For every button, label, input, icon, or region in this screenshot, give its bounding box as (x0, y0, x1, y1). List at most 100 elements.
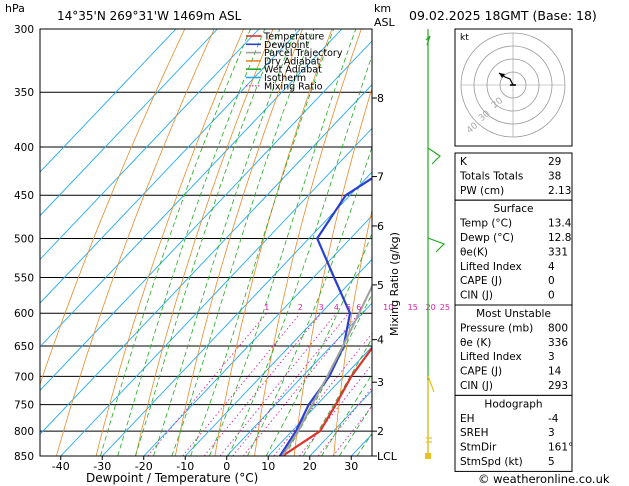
mixing-ratio-label: 6 (356, 303, 361, 312)
pressure-tick-label: 300 (14, 24, 34, 36)
km-unit-label: km (374, 2, 391, 15)
mixing-ratio-label: 15 (408, 303, 418, 312)
isotherm-line (267, 346, 372, 456)
table-row-label: CIN (J) (460, 290, 493, 302)
series-temperature (281, 346, 372, 456)
x-tick-label: -30 (93, 460, 111, 473)
isotherm-line (40, 40, 372, 392)
x-axis-title: Dewpoint / Temperature (°C) (86, 471, 258, 485)
table-row-value: 14 (548, 366, 562, 378)
wind-barb-700 (427, 375, 435, 393)
wet-adiabat-line (209, 29, 357, 456)
wind-barb-500 (427, 237, 446, 253)
table-row-value: -4 (548, 413, 559, 425)
legend-label: Dewpoint (264, 40, 309, 51)
wet-adiabat-line (135, 29, 281, 456)
wet-adiabat-line (190, 29, 334, 456)
wind-profile (425, 29, 446, 459)
legend-label: Dry Adiabat (264, 56, 321, 67)
table-row-label: EH (460, 413, 475, 425)
pressure-tick-label: 350 (14, 87, 34, 99)
table-row-value: 38 (548, 170, 561, 182)
dry-adiabat-line (174, 29, 303, 456)
x-tick-label: 20 (303, 460, 317, 473)
table-row-value: 3 (548, 351, 555, 363)
isotherm-line (184, 258, 372, 456)
wind-surface-marker (425, 453, 431, 459)
table-row-label: CAPE (J) (460, 275, 502, 287)
table-row-label: StmSpd (kt) (460, 456, 523, 468)
dry-adiabat-line (214, 29, 333, 456)
table-row-value: 293 (548, 380, 568, 392)
pressure-tick-label: 550 (14, 273, 34, 285)
pressure-tick-label: 600 (14, 308, 34, 320)
plot-frame (39, 28, 373, 457)
table-row-label: K (460, 156, 468, 168)
table-section-title: Surface (493, 203, 533, 215)
mixing-ratio-label: 4 (334, 303, 339, 312)
wind-barb-top (425, 35, 431, 46)
mixing-ratio-label: 10 (383, 303, 393, 312)
legend-label: Parcel Trajectory (264, 48, 343, 59)
table-row-value: 800 (548, 322, 568, 334)
table-row-value: 3 (548, 427, 555, 439)
table-row-label: Dewp (°C) (460, 232, 514, 244)
km-tick-label: 5 (377, 279, 384, 292)
mixing-ratio-label: 3 (319, 303, 324, 312)
hpa-unit-label: hPa (5, 2, 25, 15)
legend-label: Wet Adiabat (264, 65, 322, 76)
mixing-ratio-label: 20 (426, 303, 436, 312)
mixing-ratio-line (219, 312, 337, 456)
km-tick-label: 3 (377, 376, 384, 389)
dry-adiabat-line (40, 29, 186, 386)
table-row-label: Lifted Index (460, 261, 522, 273)
isotherm-line (40, 84, 372, 435)
copyright-label: © weatheronline.co.uk (478, 472, 610, 486)
wet-adiabat-line (100, 29, 251, 456)
mixing-ratio-axis-title: Mixing Ratio (g/kg) (388, 232, 401, 336)
table-row-label: Lifted Index (460, 351, 522, 363)
mixing-ratio-line (147, 312, 268, 456)
dry-adiabat-line (293, 86, 372, 456)
pressure-tick-label: 700 (14, 371, 34, 383)
chart-grid (40, 29, 626, 456)
table-row-label: StmDir (460, 442, 497, 454)
mixing-ratio-line (232, 312, 349, 456)
km-tick-label: 2 (377, 425, 384, 438)
isotherm-line (40, 29, 301, 304)
pressure-tick-label: 750 (14, 400, 34, 412)
table-row-value: 4 (548, 261, 555, 273)
table-row-label: Temp (°C) (459, 218, 512, 230)
km-tick-label: LCL (377, 450, 398, 463)
mixing-ratio-label: 25 (440, 303, 450, 312)
legend-label: Mixing Ratio (264, 81, 323, 92)
mixing-ratio-line (242, 312, 360, 456)
table-row-label: Pressure (mb) (460, 322, 533, 334)
wet-adiabat-line (247, 145, 372, 456)
dry-adiabat-line (603, 29, 626, 456)
km-tick-label: 7 (377, 171, 384, 184)
table-row-label: CAPE (J) (460, 366, 502, 378)
x-tick-label: 30 (344, 460, 358, 473)
table-box (454, 394, 573, 472)
table-box (454, 199, 573, 306)
km-tick-label: 8 (377, 92, 384, 105)
km-tick-label: 4 (377, 334, 384, 347)
dry-adiabat-line (333, 208, 372, 456)
table-row-label: Totals Totals (459, 170, 523, 182)
x-tick-label: -10 (176, 460, 194, 473)
table-section-title: Hodograph (484, 398, 542, 410)
pressure-tick-label: 850 (14, 451, 34, 463)
wet-adiabat-line (228, 54, 372, 456)
table-box (454, 152, 573, 201)
table-row-value: 12.8 (548, 232, 571, 244)
legend-label: Isotherm (264, 73, 306, 84)
pressure-tick-label: 800 (14, 426, 34, 438)
table-box (454, 304, 573, 396)
x-tick-label: 10 (261, 460, 275, 473)
table-row-label: SREH (460, 427, 489, 439)
dry-adiabat-line (254, 29, 362, 456)
table-row-value: 161° (548, 442, 573, 454)
mixing-ratio-labels: 1 2 3 4 5 6 10 15 20 25 (264, 303, 450, 312)
isotherm-line (40, 29, 218, 217)
